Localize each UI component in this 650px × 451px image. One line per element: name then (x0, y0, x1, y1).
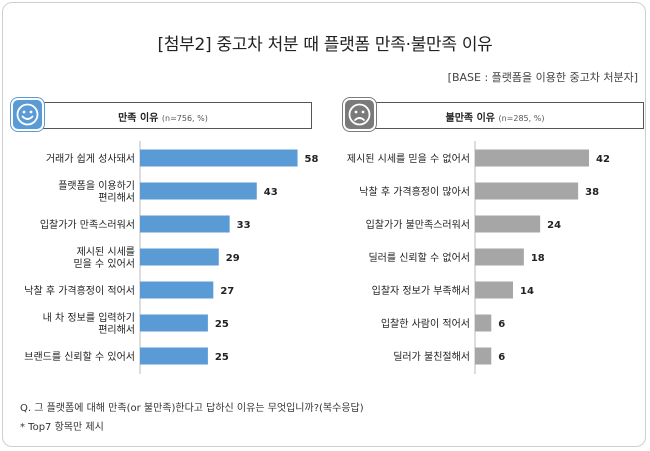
dissatisfied-value-label: 24 (547, 220, 561, 231)
page-title: [첨부2] 중고차 처분 때 플랫폼 만족·불만족 이유 (157, 35, 493, 55)
dissatisfied-bar (475, 248, 524, 266)
dissatisfied-value-label: 6 (498, 352, 505, 363)
dissatisfied-panel-header: 불만족 이유 (n=285, %) (343, 98, 644, 131)
satisfied-bar (140, 248, 219, 266)
base-note: [BASE : 플랫폼을 이용한 중고차 처분자] (447, 71, 638, 84)
satisfied-category-label: 플랫폼을 이용하기 편리해서 (58, 179, 135, 204)
satisfied-heading: 만족 이유 (n=756, %) (15, 109, 311, 124)
satisfied-value-label: 27 (220, 286, 234, 297)
dissatisfied-bar (475, 314, 492, 332)
satisfied-value-label: 29 (226, 253, 240, 264)
dissatisfied-category-label: 제시된 시세를 믿을 수 없어서 (347, 152, 470, 165)
satisfied-panel-header: 만족 이유 (n=756, %) (11, 98, 312, 131)
sad-face-icon (343, 98, 376, 131)
survey-question: Q. 그 플랫폼에 대해 만족(or 불만족)한다고 답하신 이유는 무엇입니까… (20, 403, 364, 414)
satisfied-value-label: 25 (215, 352, 229, 363)
satisfied-bar (140, 347, 208, 365)
satisfied-category-label: 낙찰 후 가격흥정이 적어서 (24, 284, 135, 297)
dissatisfied-bar (475, 281, 513, 299)
smiley-face-icon (11, 98, 44, 131)
dissatisfied-category-label: 입찰자 정보가 부족해서 (372, 284, 470, 297)
report-frame (2, 2, 646, 447)
dissatisfied-category-label: 낙찰 후 가격흥정이 많아서 (359, 185, 470, 198)
dissatisfied-bar (475, 149, 589, 167)
satisfied-category-label: 거래가 쉽게 성사돼서 (46, 153, 135, 165)
dissatisfied-bar (475, 347, 492, 365)
dissatisfied-category-label: 딜러가 불친절해서 (393, 350, 470, 363)
satisfied-category-label: 내 차 정보를 입력하기 편리해서 (43, 311, 135, 336)
dissatisfied-value-label: 38 (585, 187, 599, 198)
satisfied-value-label: 33 (237, 220, 251, 231)
dissatisfied-value-label: 14 (520, 286, 534, 297)
satisfied-category-label: 브랜드를 신뢰할 수 있어서 (24, 351, 135, 363)
satisfied-bar (140, 215, 230, 233)
satisfied-category-label: 입찰가가 만족스러워서 (40, 218, 135, 231)
satisfied-bar (140, 314, 208, 332)
footnote: * Top7 항목만 제시 (20, 422, 104, 433)
satisfied-bar (140, 149, 298, 167)
satisfied-heading-text: 만족 이유 (118, 113, 159, 124)
satisfied-value-label: 58 (305, 154, 319, 165)
dissatisfied-category-label: 입찰가가 불만족스러워서 (366, 218, 470, 231)
dissatisfied-heading: 불만족 이유 (n=285, %) (347, 109, 643, 124)
satisfied-bar (140, 182, 257, 200)
dissatisfied-heading-text: 불만족 이유 (445, 113, 495, 124)
dissatisfied-value-label: 42 (596, 154, 610, 165)
dissatisfied-category-label: 딜러를 신뢰할 수 없어서 (368, 251, 470, 264)
dissatisfied-category-label: 입찰한 사람이 적어서 (381, 317, 470, 330)
dissatisfied-value-label: 18 (531, 253, 545, 264)
satisfied-category-label: 제시된 시세를 믿을 수 있어서 (73, 246, 135, 270)
dissatisfied-bar (475, 215, 541, 233)
satisfied-value-label: 25 (215, 319, 229, 330)
satisfied-base: (n=756, %) (161, 114, 208, 123)
dissatisfied-value-label: 6 (498, 319, 505, 330)
satisfied-value-label: 43 (264, 187, 278, 198)
dissatisfied-bar (475, 182, 579, 200)
dissatisfied-base: (n=285, %) (498, 114, 545, 123)
satisfied-bar (140, 281, 214, 299)
